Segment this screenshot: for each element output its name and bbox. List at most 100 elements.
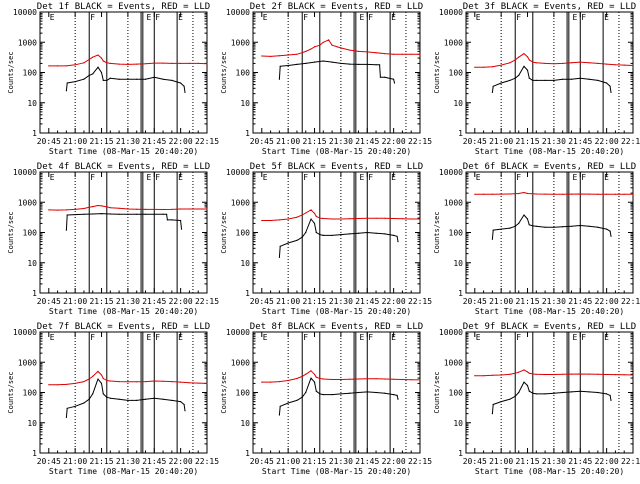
data-point-events — [500, 401, 502, 403]
data-point-lld — [315, 215, 317, 217]
data-point-events — [331, 234, 333, 236]
data-point-events — [532, 79, 534, 81]
data-point-lld — [579, 61, 581, 63]
data-point-events — [514, 77, 516, 79]
y-tick-label: 1 — [32, 289, 37, 298]
data-point-lld — [197, 382, 199, 384]
series-line-events — [491, 381, 612, 414]
y-tick-label: 100 — [449, 69, 464, 78]
data-point-lld — [162, 208, 164, 211]
data-point-events — [92, 213, 94, 215]
data-point-events — [491, 91, 493, 93]
data-point-lld — [535, 193, 537, 195]
data-point-events — [518, 74, 520, 76]
data-point-lld — [544, 62, 546, 64]
x-tick-label: 20:45 — [250, 137, 274, 146]
interval-marker-f: F — [303, 13, 308, 22]
x-tick-label: 21:00 — [489, 297, 513, 306]
y-tick-label: 10000 — [439, 8, 463, 17]
data-point-events — [305, 391, 307, 394]
data-point-lld — [544, 373, 546, 376]
data-point-events — [500, 228, 502, 230]
data-point-lld — [180, 62, 182, 64]
x-tick-label: 21:15 — [515, 137, 539, 146]
data-point-events — [397, 398, 399, 400]
data-point-events — [518, 222, 520, 224]
data-point-lld — [349, 378, 351, 380]
data-point-lld — [375, 378, 377, 380]
interval-marker-e: E — [178, 333, 183, 342]
data-point-events — [491, 238, 493, 240]
data-point-events — [375, 64, 377, 66]
data-point-events — [166, 219, 168, 221]
data-point-events — [609, 230, 611, 232]
data-point-events — [144, 78, 147, 80]
data-point-events — [393, 78, 395, 80]
interval-marker-f: F — [90, 173, 95, 182]
data-point-lld — [305, 50, 307, 53]
x-axis-title: Start Time (08-Mar-15 20:40:20) — [49, 147, 198, 156]
y-tick-label: 10000 — [439, 328, 463, 337]
y-tick-label: 10 — [453, 419, 463, 428]
data-point-events — [106, 79, 108, 81]
data-point-events — [509, 79, 511, 81]
data-point-lld — [100, 374, 103, 376]
data-point-events — [118, 78, 120, 80]
data-point-lld — [570, 193, 573, 195]
panel-title: Det 4f BLACK = Events, RED = LLD — [37, 162, 210, 172]
y-tick-label: 100 — [23, 389, 38, 398]
x-tick-label: 21:00 — [276, 297, 300, 306]
data-point-lld — [544, 193, 546, 195]
data-point-events — [579, 77, 581, 79]
y-tick-label: 1000 — [231, 358, 250, 367]
interval-marker-e: E — [359, 333, 364, 342]
series-line-events — [278, 218, 399, 258]
data-point-lld — [106, 62, 108, 64]
interval-marker-e: E — [263, 13, 268, 22]
data-point-lld — [74, 208, 76, 210]
data-point-events — [396, 235, 398, 237]
data-point-lld — [322, 41, 324, 43]
data-point-lld — [296, 216, 298, 218]
x-tick-label: 21:15 — [89, 297, 113, 306]
data-point-lld — [48, 65, 50, 67]
data-point-events — [118, 213, 120, 215]
data-point-lld — [562, 193, 564, 195]
data-point-events — [127, 213, 129, 215]
data-point-lld — [313, 46, 316, 48]
y-tick-label: 1 — [458, 289, 463, 298]
interval-marker-e: E — [476, 333, 481, 342]
y-tick-label: 10 — [240, 99, 250, 108]
data-point-events — [74, 214, 76, 216]
data-point-lld — [588, 373, 590, 375]
data-point-lld — [180, 381, 182, 383]
data-point-events — [322, 394, 324, 396]
data-point-lld — [305, 212, 307, 214]
data-point-events — [88, 74, 90, 76]
data-point-lld — [553, 193, 555, 195]
data-point-lld — [270, 381, 272, 383]
x-tick-label: 21:45 — [355, 457, 379, 466]
data-point-lld — [313, 373, 316, 375]
y-tick-label: 10000 — [226, 328, 250, 337]
data-point-lld — [319, 217, 321, 219]
data-point-lld — [491, 374, 493, 376]
data-point-lld — [614, 374, 617, 376]
data-point-lld — [336, 46, 338, 48]
data-point-events — [597, 79, 599, 81]
data-point-events — [492, 229, 494, 231]
y-axis-title: Counts/sec — [220, 51, 228, 93]
data-point-events — [597, 391, 599, 394]
data-point-lld — [188, 382, 190, 384]
data-point-events — [102, 393, 104, 395]
data-point-events — [610, 91, 612, 93]
interval-marker-f: F — [155, 13, 160, 22]
data-point-lld — [106, 206, 108, 208]
interval-marker-e: E — [391, 333, 396, 342]
data-point-lld — [296, 53, 298, 55]
data-point-events — [357, 232, 360, 234]
interval-marker-e: E — [359, 13, 364, 22]
data-point-lld — [278, 381, 280, 383]
x-tick-label: 21:00 — [63, 297, 87, 306]
data-point-events — [136, 399, 138, 401]
